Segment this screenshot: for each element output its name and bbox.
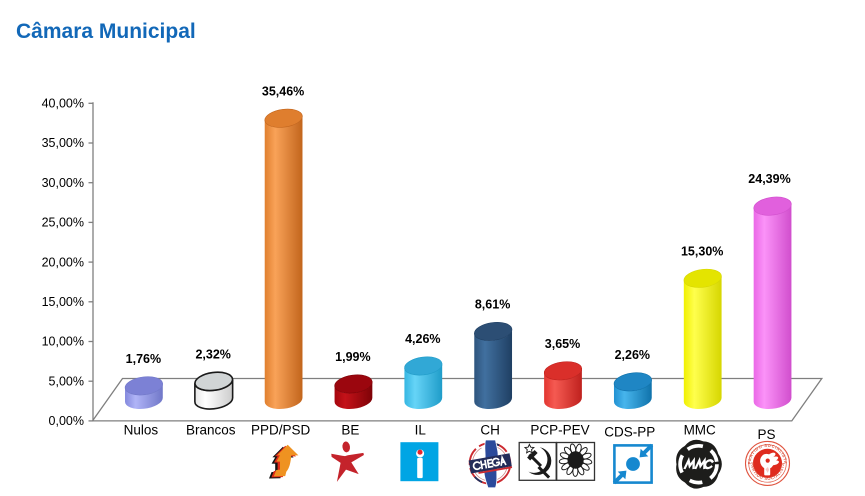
svg-text:1,76%: 1,76% xyxy=(126,352,161,366)
svg-text:40,00%: 40,00% xyxy=(42,97,84,111)
svg-text:15,30%: 15,30% xyxy=(681,244,723,258)
svg-text:30,00%: 30,00% xyxy=(42,176,84,190)
svg-text:1,99%: 1,99% xyxy=(335,350,370,364)
svg-text:8,61%: 8,61% xyxy=(475,298,510,312)
svg-text:35,00%: 35,00% xyxy=(42,136,84,150)
svg-text:PS: PS xyxy=(757,427,775,442)
svg-text:15,00%: 15,00% xyxy=(42,295,84,309)
svg-text:Nulos: Nulos xyxy=(124,423,159,438)
svg-text:4,26%: 4,26% xyxy=(405,332,440,346)
svg-text:IL: IL xyxy=(415,423,427,438)
svg-text:35,46%: 35,46% xyxy=(262,84,304,98)
svg-text:BE: BE xyxy=(341,423,359,438)
svg-text:10,00%: 10,00% xyxy=(42,335,84,349)
svg-text:Brancos: Brancos xyxy=(186,423,236,438)
svg-text:25,00%: 25,00% xyxy=(42,216,84,230)
svg-text:5,00%: 5,00% xyxy=(49,374,84,388)
svg-text:2,26%: 2,26% xyxy=(615,348,650,362)
svg-text:MMC: MMC xyxy=(684,423,716,438)
svg-text:CH: CH xyxy=(480,423,500,438)
svg-text:2,32%: 2,32% xyxy=(195,348,230,362)
svg-text:24,39%: 24,39% xyxy=(748,172,790,186)
svg-text:PCP-PEV: PCP-PEV xyxy=(530,423,589,438)
svg-text:CDS-PP: CDS-PP xyxy=(604,425,655,440)
svg-text:PPD/PSD: PPD/PSD xyxy=(251,423,311,438)
svg-text:3,65%: 3,65% xyxy=(545,337,580,351)
svg-text:Câmara Municipal: Câmara Municipal xyxy=(16,20,196,43)
svg-text:20,00%: 20,00% xyxy=(42,255,84,269)
svg-text:0,00%: 0,00% xyxy=(49,414,84,428)
